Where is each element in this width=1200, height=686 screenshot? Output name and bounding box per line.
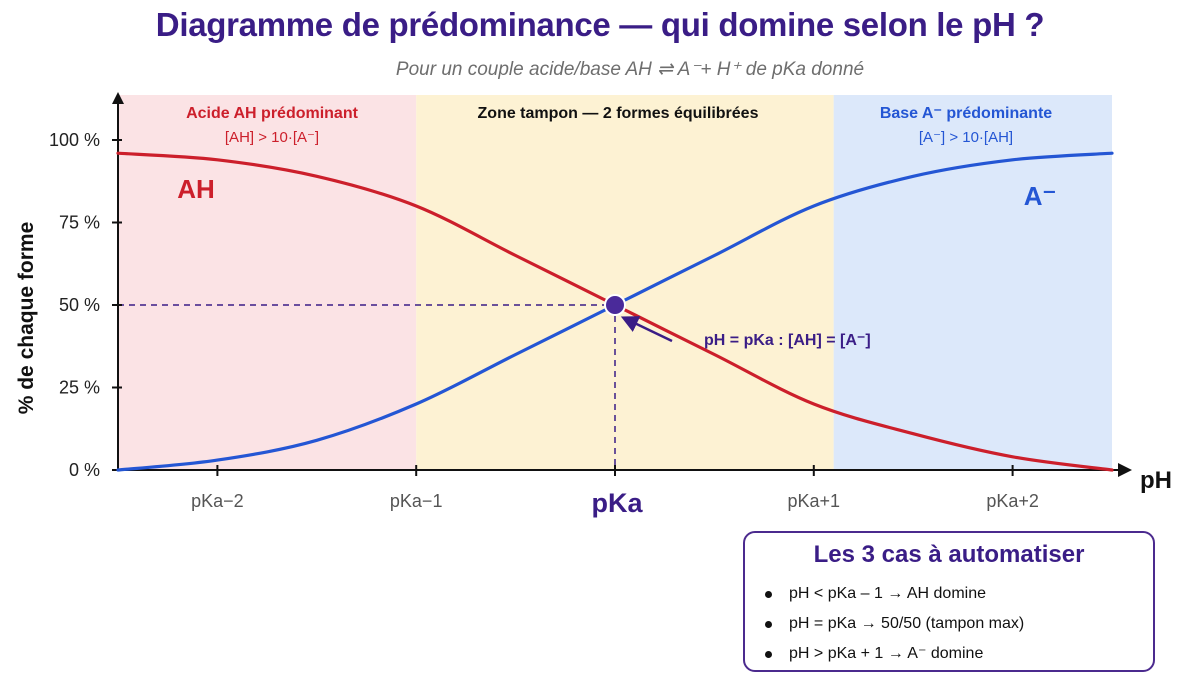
annotation-label: pH = pKa : [AH] = [A⁻] <box>704 332 871 349</box>
legend-title: Les 3 cas à automatiser <box>813 541 1085 568</box>
chart-title: Diagramme de prédominance — qui domine s… <box>155 6 1045 43</box>
x-tick-label-0: pKa−2 <box>191 491 244 511</box>
zone-sublabel-base: [A⁻] > 10·[AH] <box>919 129 1013 146</box>
zone-label-tampon: Zone tampon — 2 formes équilibrées <box>478 105 759 122</box>
y-tick-label-2: 50 % <box>59 295 100 315</box>
zone-sublabel-acide: [AH] > 10·[A⁻] <box>225 129 319 146</box>
series-label-ah: AH <box>177 174 215 204</box>
y-tick-label-0: 0 % <box>69 460 100 480</box>
zone-acide <box>118 95 417 470</box>
x-axis-arrow <box>1118 463 1132 477</box>
y-axis-arrow <box>112 92 124 104</box>
x-tick-label-4: pKa+2 <box>986 491 1039 511</box>
equivalence-point <box>604 294 626 316</box>
y-tick-label-1: 25 % <box>59 378 100 398</box>
x-tick-label-3: pKa+1 <box>788 491 841 511</box>
zone-base <box>833 95 1112 470</box>
chart-subtitle: Pour un couple acide/base AH ⇌ A⁻+ H⁺ de… <box>395 59 865 80</box>
x-tick-label-2: pKa <box>591 488 643 518</box>
legend-list: pH < pKa – 1 → AH domine pH = pKa → 50/5… <box>763 579 1153 669</box>
zone-label-acide: Acide AH prédominant <box>186 105 359 122</box>
legend-item-acid: pH < pKa – 1 → AH domine <box>763 579 1153 609</box>
x-axis-label: pH <box>1140 467 1172 494</box>
y-tick-label-4: 100 % <box>49 130 100 150</box>
zone-label-base: Base A⁻ prédominante <box>880 105 1052 122</box>
legend-item-buffer: pH = pKa → 50/50 (tampon max) <box>763 609 1153 639</box>
y-tick-label-3: 75 % <box>59 213 100 233</box>
legend-box: Les 3 cas à automatiser pH < pKa – 1 → A… <box>743 531 1155 672</box>
zone-tampon <box>416 95 834 470</box>
x-tick-label-1: pKa−1 <box>390 491 443 511</box>
y-axis-label: % de chaque forme <box>15 222 38 415</box>
series-label-a-minus: A⁻ <box>1024 181 1057 211</box>
annotation-arrow <box>620 316 673 343</box>
legend-item-base: pH > pKa + 1 → A⁻ domine <box>763 639 1153 669</box>
